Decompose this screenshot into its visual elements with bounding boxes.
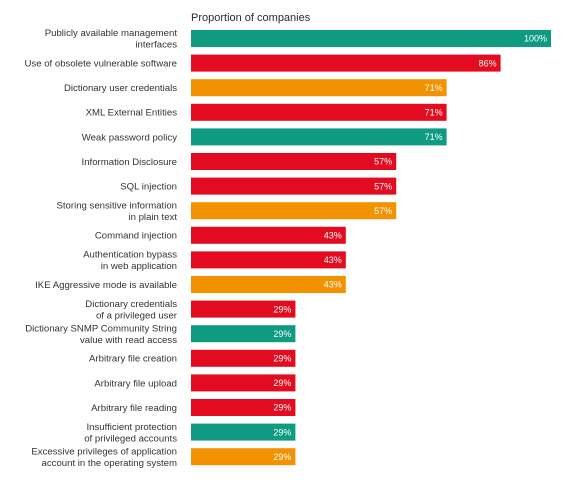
- category-label: Dictionary credentials of a privileged us…: [85, 299, 178, 322]
- bar-value-label: 29%: [273, 427, 291, 437]
- bar: [191, 399, 296, 416]
- bar: [191, 30, 551, 47]
- category-label: Storing sensitive information in plain te…: [56, 200, 177, 223]
- bar-value-label: 29%: [273, 329, 291, 339]
- category-label: SQL injection: [120, 182, 177, 193]
- bar-value-label: 86%: [479, 58, 497, 68]
- bar: [191, 153, 397, 170]
- category-label: Command injection: [95, 231, 177, 242]
- bar-value-label: 57%: [374, 157, 392, 167]
- category-label: XML External Entities: [86, 108, 178, 119]
- bar: [191, 79, 447, 97]
- category-label: IKE Aggressive mode is available: [35, 280, 177, 291]
- bar-value-label: 71%: [425, 83, 443, 93]
- category-label: Arbitrary file creation: [89, 354, 177, 365]
- category-label: Use of obsolete vulnerable software: [24, 59, 177, 70]
- bar: [191, 202, 397, 220]
- bar-value-label: 29%: [273, 403, 291, 413]
- bar-value-label: 43%: [324, 255, 342, 265]
- bar: [191, 103, 447, 121]
- bar: [191, 128, 447, 146]
- bar-value-label: 43%: [324, 231, 342, 241]
- bar-value-label: 29%: [273, 304, 291, 314]
- bar-value-label: 29%: [273, 354, 291, 364]
- category-label: Insufficient protection of privileged acc…: [84, 422, 177, 445]
- category-label: Weak password policy: [82, 132, 177, 143]
- category-label: Publicly available management interfaces: [45, 28, 178, 51]
- category-label: Information Disclosure: [82, 157, 177, 168]
- category-label: Arbitrary file reading: [91, 403, 177, 414]
- bar: [191, 423, 296, 441]
- bar: [191, 300, 296, 318]
- bar-value-label: 57%: [374, 206, 392, 216]
- bar: [191, 325, 296, 343]
- category-label: Arbitrary file upload: [94, 378, 177, 389]
- bars-group: [191, 30, 551, 466]
- category-label: Dictionary SNMP Community String value wi…: [25, 323, 177, 346]
- bar: [191, 276, 346, 293]
- bar-value-label: 29%: [273, 452, 291, 462]
- bar-value-label: 43%: [324, 280, 342, 290]
- chart-title: Proportion of companies: [191, 12, 311, 24]
- bar: [191, 54, 501, 72]
- bar-value-label: 100%: [524, 34, 547, 44]
- bar-value-label: 71%: [425, 132, 443, 142]
- category-label: Dictionary user credentials: [64, 83, 177, 94]
- category-label: Excessive privileges of application accou…: [31, 446, 177, 469]
- bar-value-label: 71%: [425, 108, 443, 118]
- bar-value-label: 57%: [374, 181, 392, 191]
- bar: [191, 251, 346, 269]
- category-labels-group: Publicly available management interfaces U…: [24, 28, 177, 469]
- bar-value-label: 29%: [273, 378, 291, 388]
- bar: [191, 177, 397, 195]
- category-label: Authentication bypass in web application: [83, 250, 177, 273]
- bar: [191, 448, 296, 466]
- bar: [191, 374, 296, 392]
- bar: [191, 349, 296, 367]
- value-labels-group: 100% 86% 71% 71% 71% 57% 57% 57% 43% 43% 43% 29% 29%…: [273, 34, 547, 462]
- bar: [191, 226, 346, 244]
